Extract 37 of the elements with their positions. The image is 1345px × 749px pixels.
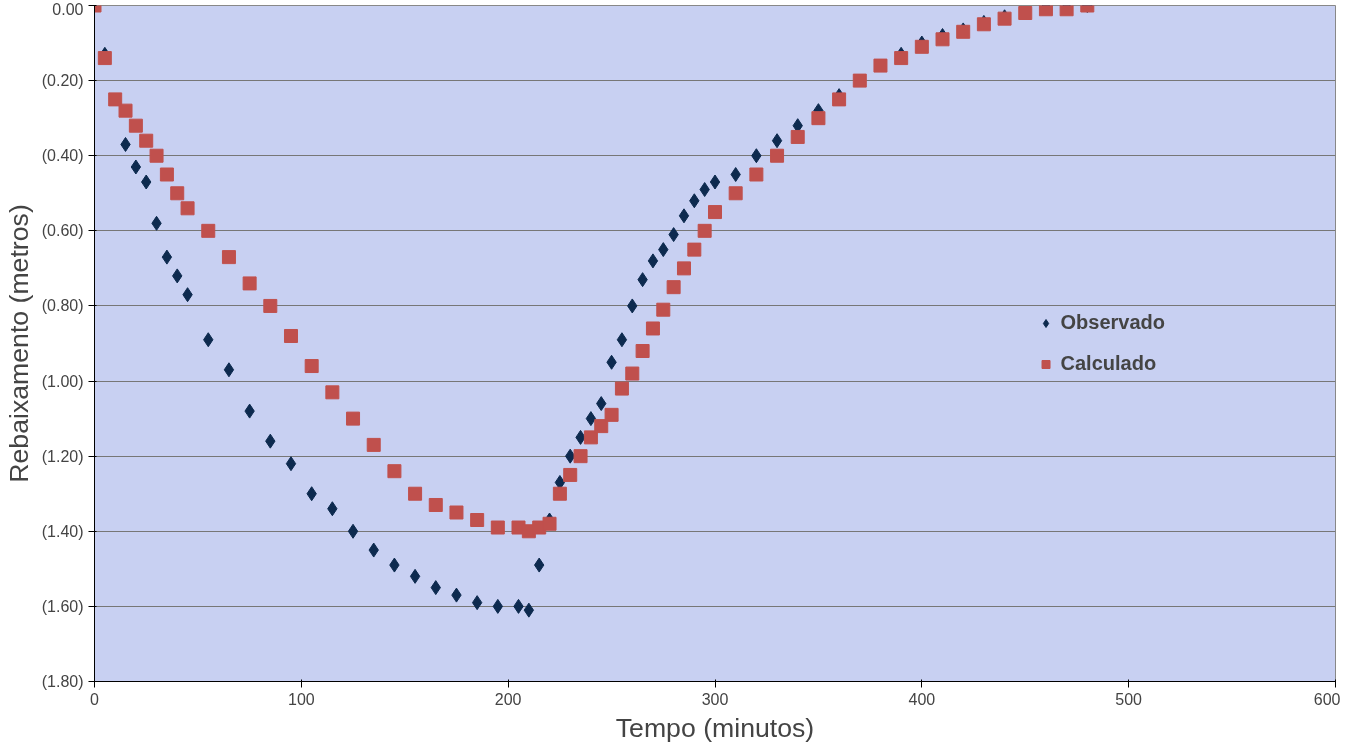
point <box>647 253 659 269</box>
x-axis-title: Tempo (minutos) <box>615 712 815 743</box>
y-tick-label: (0.80) <box>41 297 84 315</box>
legend-label: Calculado <box>1060 352 1157 375</box>
x-tick-label: 500 <box>1115 690 1143 708</box>
y-tick-label: (0.60) <box>41 222 84 240</box>
point <box>730 167 741 182</box>
x-tick-label: 100 <box>287 690 315 708</box>
legend-label: Observado <box>1060 311 1165 334</box>
y-tick-label: (1.40) <box>41 522 84 540</box>
point <box>471 595 483 611</box>
y-tick-label: (1.80) <box>41 673 84 690</box>
x-tick-label: 0 <box>90 690 100 708</box>
point <box>678 208 690 224</box>
x-tick-label: 200 <box>494 690 522 708</box>
point <box>771 133 783 149</box>
y-tick-label: (0.40) <box>41 147 84 165</box>
y-tick-label: 0.00 <box>52 0 84 18</box>
point <box>285 456 297 472</box>
y-axis-title: Rebaixamento (metros) <box>3 204 34 483</box>
point <box>523 602 535 618</box>
point <box>223 362 235 378</box>
point <box>161 249 173 265</box>
point <box>554 474 566 490</box>
point <box>409 568 421 584</box>
x-tick-label: 600 <box>1313 690 1341 708</box>
y-tick-label: (1.60) <box>41 597 84 615</box>
y-tick-label: (1.00) <box>41 372 84 390</box>
point <box>616 332 628 348</box>
x-tick-label: 300 <box>701 690 729 708</box>
point <box>709 174 721 190</box>
x-tick-label: 400 <box>908 690 936 708</box>
point <box>585 411 597 427</box>
point <box>347 523 359 539</box>
y-tick-label: (0.20) <box>41 72 84 90</box>
point <box>130 159 142 175</box>
y-tick-label: (1.20) <box>41 447 84 465</box>
